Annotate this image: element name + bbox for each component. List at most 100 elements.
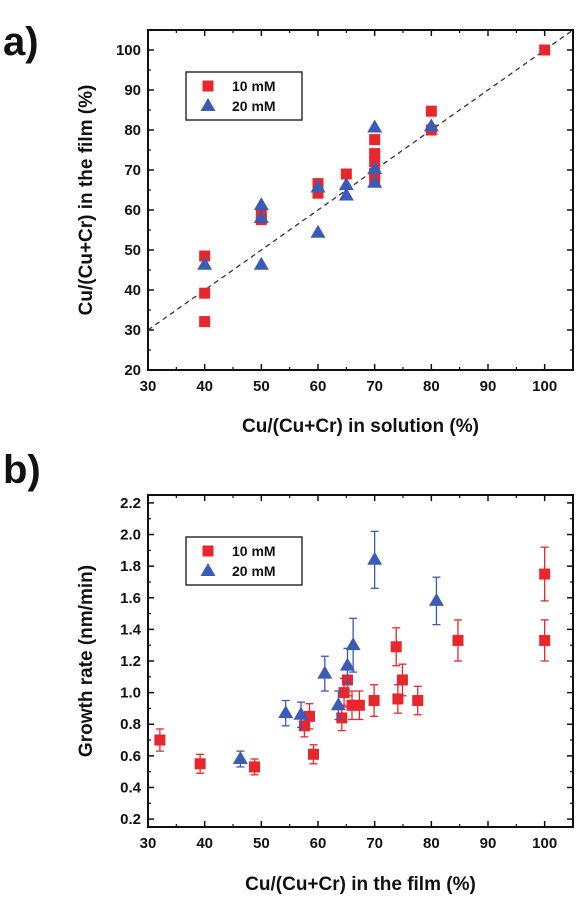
y-tick-label: 1.0 <box>120 685 141 702</box>
legend: 10 mM 20 mM <box>185 536 303 586</box>
legend-box <box>185 71 303 121</box>
x-tick-label: 30 <box>140 835 157 852</box>
legend-label: 20 mM <box>232 563 276 579</box>
x-axis-title: Cu/(Cu+Cr) in the film (%) <box>245 874 476 895</box>
data-point <box>253 209 269 223</box>
x-tick-label: 70 <box>366 835 383 852</box>
panel-label: b) <box>3 448 41 492</box>
data-point <box>367 119 383 133</box>
plot-area <box>154 530 551 776</box>
y-tick-label: 60 <box>124 202 141 219</box>
data-point <box>345 637 361 651</box>
legend-marker <box>200 97 216 111</box>
data-point <box>338 687 350 699</box>
x-tick-label: 40 <box>196 835 213 852</box>
plot-area <box>148 30 573 331</box>
data-point <box>539 44 551 56</box>
x-tick-label: 30 <box>140 378 157 395</box>
data-point <box>339 657 355 671</box>
data-point <box>369 134 381 146</box>
y-tick-label: 30 <box>124 322 141 339</box>
legend-label: 10 mM <box>232 543 276 559</box>
data-point <box>317 665 333 679</box>
x-axis-title: Cu/(Cu+Cr) in solution (%) <box>242 416 479 437</box>
data-point <box>253 197 269 211</box>
x-tick-label: 100 <box>532 835 557 852</box>
data-point <box>396 674 408 686</box>
data-point <box>367 161 383 175</box>
x-tick-label: 100 <box>532 378 557 395</box>
data-point <box>199 316 211 328</box>
data-point <box>428 592 444 606</box>
data-point <box>423 118 439 132</box>
legend-marker <box>202 545 214 557</box>
x-tick-label: 80 <box>423 835 440 852</box>
y-tick-label: 80 <box>124 122 141 139</box>
y-axis-title: Cu/(Cu+Cr) in the film (%) <box>76 85 97 316</box>
legend-box <box>185 536 303 586</box>
y-tick-label: 90 <box>124 82 141 99</box>
y-tick-label: 0.2 <box>120 811 141 828</box>
x-tick-label: 40 <box>196 378 213 395</box>
y-tick-label: 50 <box>124 242 141 259</box>
legend-marker <box>202 80 214 92</box>
x-tick-label: 90 <box>480 835 497 852</box>
x-tick-label: 90 <box>480 378 497 395</box>
data-point <box>199 250 211 262</box>
data-point <box>298 720 310 732</box>
data-point <box>346 699 358 711</box>
data-point <box>336 712 348 724</box>
y-tick-label: 1.8 <box>120 558 141 575</box>
y-tick-label: 100 <box>116 42 141 59</box>
data-point <box>232 750 248 764</box>
data-point <box>330 697 346 711</box>
panel-label: a) <box>3 20 39 64</box>
panel-b: b) 30 40 50 60 70 80 90 100 0.2 0.4 0.6 0.8 1.0 1.2 1.4… <box>3 448 574 895</box>
y-tick-label: 1.6 <box>120 590 141 607</box>
x-tick-label: 50 <box>253 835 270 852</box>
plot-frame <box>147 29 574 371</box>
data-point <box>194 758 206 770</box>
legend: 10 mM 20 mM <box>185 71 303 121</box>
data-point <box>307 748 319 760</box>
x-tick-label: 60 <box>310 378 327 395</box>
data-point <box>304 710 315 722</box>
data-point <box>278 705 294 719</box>
y-tick-label: 1.2 <box>120 653 141 670</box>
data-point <box>253 256 269 270</box>
data-point <box>353 699 365 711</box>
y-tick-label: 1.4 <box>120 621 142 638</box>
legend-marker <box>200 562 216 576</box>
legend-label: 10 mM <box>232 78 276 94</box>
data-point <box>539 568 551 580</box>
data-point <box>249 761 261 773</box>
x-tick-label: 60 <box>310 835 327 852</box>
y-tick-label: 0.8 <box>120 716 141 733</box>
data-point <box>310 179 326 193</box>
data-point <box>367 551 383 565</box>
data-point <box>312 187 324 199</box>
data-point <box>199 287 211 299</box>
y-tick-label: 0.4 <box>120 779 142 796</box>
data-point <box>338 187 354 201</box>
data-point <box>338 177 354 191</box>
y-tick-label: 20 <box>124 362 141 379</box>
data-point <box>392 693 404 705</box>
data-point <box>367 174 383 188</box>
y-tick-label: 2.2 <box>120 495 141 512</box>
y-tick-label: 40 <box>124 282 141 299</box>
data-point <box>340 168 352 180</box>
x-tick-label: 70 <box>366 378 383 395</box>
y-tick-label: 70 <box>124 162 141 179</box>
data-point <box>154 734 166 746</box>
y-tick-label: 0.6 <box>120 748 141 765</box>
data-point <box>390 641 402 653</box>
data-point <box>368 695 380 707</box>
data-point <box>539 634 551 646</box>
reference-line <box>148 30 573 331</box>
y-axis-title: Growth rate (nm/min) <box>76 565 97 757</box>
data-point <box>452 634 464 646</box>
data-point <box>412 695 424 707</box>
legend-label: 20 mM <box>232 98 276 114</box>
